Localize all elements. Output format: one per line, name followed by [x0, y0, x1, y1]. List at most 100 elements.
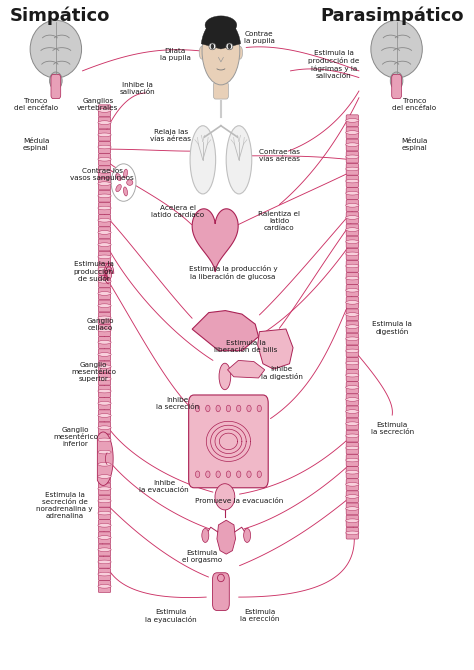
FancyBboxPatch shape — [98, 153, 111, 165]
Text: Estimula la
producción
de sudor: Estimula la producción de sudor — [73, 261, 113, 282]
Ellipse shape — [98, 206, 111, 210]
FancyBboxPatch shape — [98, 434, 111, 446]
FancyBboxPatch shape — [346, 406, 358, 418]
Ellipse shape — [98, 218, 111, 222]
Ellipse shape — [247, 471, 251, 478]
Ellipse shape — [98, 340, 111, 344]
Ellipse shape — [237, 46, 243, 59]
Ellipse shape — [202, 529, 209, 543]
Ellipse shape — [346, 325, 359, 328]
Ellipse shape — [346, 192, 359, 195]
Ellipse shape — [226, 43, 233, 50]
Ellipse shape — [346, 337, 359, 340]
Ellipse shape — [98, 304, 111, 308]
FancyBboxPatch shape — [98, 556, 111, 568]
FancyBboxPatch shape — [346, 515, 358, 527]
FancyBboxPatch shape — [346, 236, 358, 248]
Ellipse shape — [123, 187, 128, 196]
Ellipse shape — [346, 373, 359, 377]
Text: Médula
espinal: Médula espinal — [401, 138, 428, 151]
FancyBboxPatch shape — [98, 422, 111, 434]
FancyBboxPatch shape — [346, 200, 358, 212]
Ellipse shape — [218, 574, 224, 582]
Ellipse shape — [98, 487, 111, 490]
Ellipse shape — [98, 560, 111, 563]
FancyBboxPatch shape — [98, 117, 111, 129]
FancyBboxPatch shape — [346, 370, 358, 381]
Ellipse shape — [206, 471, 210, 478]
Ellipse shape — [346, 228, 359, 231]
Ellipse shape — [116, 174, 121, 181]
FancyBboxPatch shape — [98, 178, 111, 190]
Ellipse shape — [247, 405, 251, 412]
FancyBboxPatch shape — [346, 261, 358, 272]
Ellipse shape — [346, 119, 359, 122]
Ellipse shape — [106, 271, 112, 279]
FancyBboxPatch shape — [51, 74, 61, 98]
FancyBboxPatch shape — [346, 345, 358, 357]
Ellipse shape — [98, 109, 111, 113]
Ellipse shape — [195, 471, 200, 478]
FancyBboxPatch shape — [98, 288, 111, 299]
Ellipse shape — [257, 405, 262, 412]
FancyBboxPatch shape — [98, 471, 111, 482]
FancyBboxPatch shape — [213, 82, 228, 99]
FancyBboxPatch shape — [346, 442, 358, 454]
Polygon shape — [192, 311, 258, 350]
Ellipse shape — [123, 169, 128, 178]
Text: Promueve la evacuación: Promueve la evacuación — [195, 498, 283, 504]
FancyBboxPatch shape — [98, 190, 111, 202]
Polygon shape — [228, 360, 264, 378]
Ellipse shape — [98, 401, 111, 405]
FancyBboxPatch shape — [98, 324, 111, 336]
Ellipse shape — [346, 264, 359, 268]
FancyBboxPatch shape — [98, 532, 111, 544]
Ellipse shape — [98, 438, 111, 442]
Ellipse shape — [30, 20, 82, 78]
Ellipse shape — [216, 471, 220, 478]
Ellipse shape — [98, 499, 111, 502]
Ellipse shape — [98, 170, 111, 174]
FancyBboxPatch shape — [98, 251, 111, 263]
FancyBboxPatch shape — [189, 395, 268, 488]
Text: Contrae los
vasos sanguíneos: Contrae los vasos sanguíneos — [71, 168, 134, 182]
FancyBboxPatch shape — [346, 503, 358, 515]
Ellipse shape — [346, 531, 359, 535]
Ellipse shape — [346, 410, 359, 413]
FancyBboxPatch shape — [98, 129, 111, 141]
FancyBboxPatch shape — [98, 459, 111, 470]
FancyBboxPatch shape — [346, 176, 358, 188]
Ellipse shape — [98, 511, 111, 515]
Ellipse shape — [244, 529, 251, 543]
Ellipse shape — [50, 72, 62, 90]
Text: Acelera el
latido cardíaco: Acelera el latido cardíaco — [151, 205, 204, 218]
Ellipse shape — [346, 361, 359, 365]
FancyBboxPatch shape — [346, 491, 358, 502]
FancyBboxPatch shape — [346, 163, 358, 175]
Ellipse shape — [346, 252, 359, 256]
Ellipse shape — [98, 255, 111, 259]
Text: Contrae
la pupila: Contrae la pupila — [244, 31, 275, 44]
Text: Inhibe la
salivación: Inhibe la salivación — [120, 82, 155, 95]
FancyBboxPatch shape — [98, 410, 111, 421]
Polygon shape — [217, 520, 236, 554]
Ellipse shape — [98, 267, 111, 271]
FancyBboxPatch shape — [346, 418, 358, 430]
FancyBboxPatch shape — [98, 398, 111, 409]
Ellipse shape — [346, 470, 359, 474]
Ellipse shape — [226, 405, 231, 412]
Ellipse shape — [98, 474, 111, 478]
Ellipse shape — [219, 363, 231, 390]
Ellipse shape — [98, 279, 111, 283]
Ellipse shape — [346, 434, 359, 438]
FancyBboxPatch shape — [98, 336, 111, 348]
FancyBboxPatch shape — [98, 263, 111, 275]
FancyBboxPatch shape — [346, 188, 358, 200]
FancyBboxPatch shape — [98, 312, 111, 324]
FancyBboxPatch shape — [98, 300, 111, 312]
FancyBboxPatch shape — [98, 239, 111, 251]
Text: Contrae las
vías aéreas: Contrae las vías aéreas — [259, 149, 300, 162]
FancyBboxPatch shape — [98, 520, 111, 531]
FancyBboxPatch shape — [98, 214, 111, 226]
FancyBboxPatch shape — [98, 361, 111, 373]
